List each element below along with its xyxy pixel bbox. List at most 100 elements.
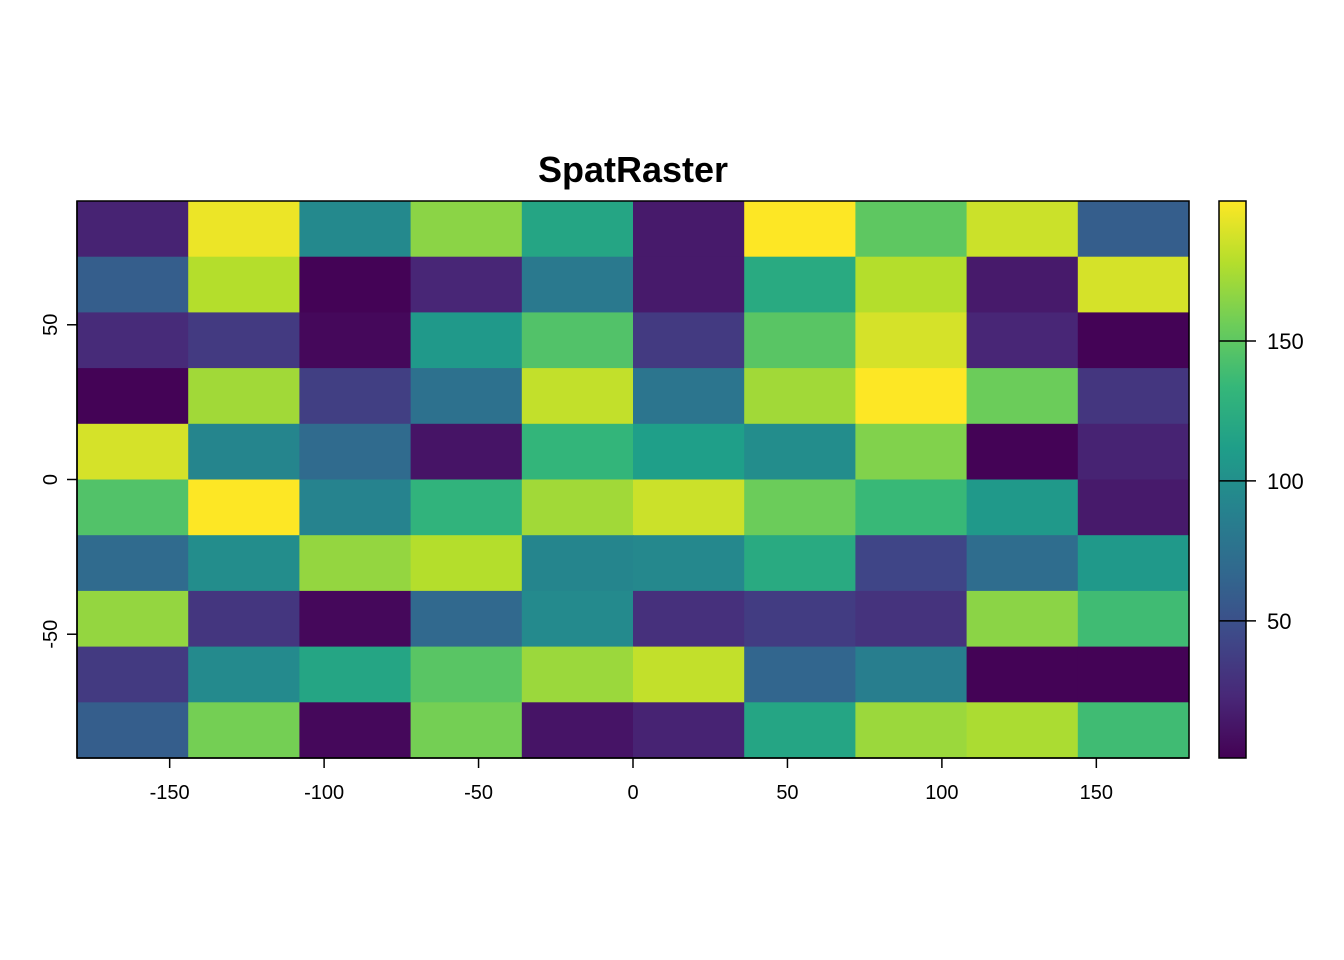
raster-cell: [188, 312, 300, 369]
raster-cell: [633, 368, 745, 425]
y-tick-label: -50: [40, 620, 62, 649]
x-tick-label: 100: [925, 782, 958, 804]
raster-cell: [855, 368, 968, 425]
raster-cell: [410, 702, 523, 759]
legend-tick-label: 150: [1267, 329, 1304, 354]
raster-cell: [744, 590, 856, 648]
x-tick-label: 150: [1080, 782, 1113, 804]
raster-cell: [744, 423, 856, 481]
x-axis: -150 -100 -50 0 50 100 150: [77, 757, 1189, 804]
raster-cell: [521, 535, 634, 592]
x-tick-label: -150: [150, 782, 190, 804]
raster-cell: [77, 535, 189, 592]
raster-cell: [521, 590, 634, 648]
legend-tick-label: 50: [1267, 609, 1291, 634]
raster-cell: [855, 479, 968, 536]
legend-tick-label: 100: [1267, 469, 1304, 494]
x-tick-label: -50: [464, 782, 493, 804]
raster-cell: [1077, 646, 1190, 703]
raster-cell: [188, 201, 300, 258]
raster-cell: [1077, 590, 1190, 648]
raster-cell: [744, 256, 856, 313]
raster-cell: [299, 646, 412, 703]
raster-cell: [966, 479, 1079, 536]
raster-cell: [77, 646, 189, 703]
raster-cell: [1077, 702, 1190, 759]
raster-cell: [855, 535, 968, 592]
raster-cell: [855, 590, 968, 648]
raster-cell: [521, 201, 634, 258]
raster-cell: [299, 479, 412, 536]
raster-cell: [1077, 423, 1190, 481]
raster-cell: [188, 535, 300, 592]
raster-cell: [188, 590, 300, 648]
raster-cell: [299, 312, 412, 369]
raster-cell: [77, 201, 189, 258]
raster-cell: [633, 479, 745, 536]
raster-cell: [521, 368, 634, 425]
raster-cell: [1077, 312, 1190, 369]
raster-cell: [521, 646, 634, 703]
raster-cell: [633, 423, 745, 481]
raster-cell: [633, 312, 745, 369]
raster-cell: [855, 423, 968, 481]
raster-cell: [188, 368, 300, 425]
x-tick-label: -100: [304, 782, 344, 804]
raster-cell: [188, 256, 300, 313]
raster-cell: [299, 590, 412, 648]
raster-cell: [299, 368, 412, 425]
raster-cell: [410, 535, 523, 592]
raster-cell: [633, 646, 745, 703]
raster-cell: [855, 646, 968, 703]
y-tick-label: 50: [40, 314, 62, 336]
raster-cell: [299, 535, 412, 592]
raster-cell: [410, 646, 523, 703]
raster-cell: [966, 702, 1079, 759]
raster-cell: [744, 479, 856, 536]
raster-cell: [188, 423, 300, 481]
raster-cell: [521, 312, 634, 369]
raster-cell: [77, 368, 189, 425]
raster-cell: [299, 423, 412, 481]
raster-cell: [521, 479, 634, 536]
raster-cell: [633, 535, 745, 592]
raster-cell: [966, 590, 1079, 648]
raster-cell: [521, 702, 634, 759]
raster-cell: [299, 201, 412, 258]
chart-title: SpatRaster: [538, 149, 728, 190]
raster-cell: [410, 590, 523, 648]
raster-cell: [744, 201, 856, 258]
color-legend: 50 100 150: [1218, 200, 1304, 759]
raster-cell: [966, 312, 1079, 369]
raster-cell: [299, 702, 412, 759]
raster-cell: [77, 312, 189, 369]
raster-cell: [410, 201, 523, 258]
raster-cell: [744, 535, 856, 592]
raster-cell: [744, 646, 856, 703]
raster-cell: [744, 312, 856, 369]
raster-cell: [410, 312, 523, 369]
raster-cell: [77, 479, 189, 536]
raster-cell: [855, 256, 968, 313]
raster-cell: [855, 312, 968, 369]
raster-cell: [77, 702, 189, 759]
raster-cell: [188, 702, 300, 759]
y-tick-label: 0: [40, 474, 62, 485]
raster-cell: [1077, 256, 1190, 313]
raster-cell: [855, 201, 968, 258]
raster-cell: [188, 479, 300, 536]
raster-cell: [1077, 479, 1190, 536]
raster-cell: [855, 702, 968, 759]
raster-cell: [521, 423, 634, 481]
raster-cell: [77, 590, 189, 648]
legend-color-bar: [1218, 200, 1247, 759]
raster-cell: [966, 535, 1079, 592]
raster-cell: [1077, 368, 1190, 425]
raster-cell: [1077, 201, 1190, 258]
raster-cell: [299, 256, 412, 313]
raster-cell: [633, 256, 745, 313]
raster-cell: [744, 368, 856, 425]
raster-cell: [633, 201, 745, 258]
raster-cell: [410, 479, 523, 536]
